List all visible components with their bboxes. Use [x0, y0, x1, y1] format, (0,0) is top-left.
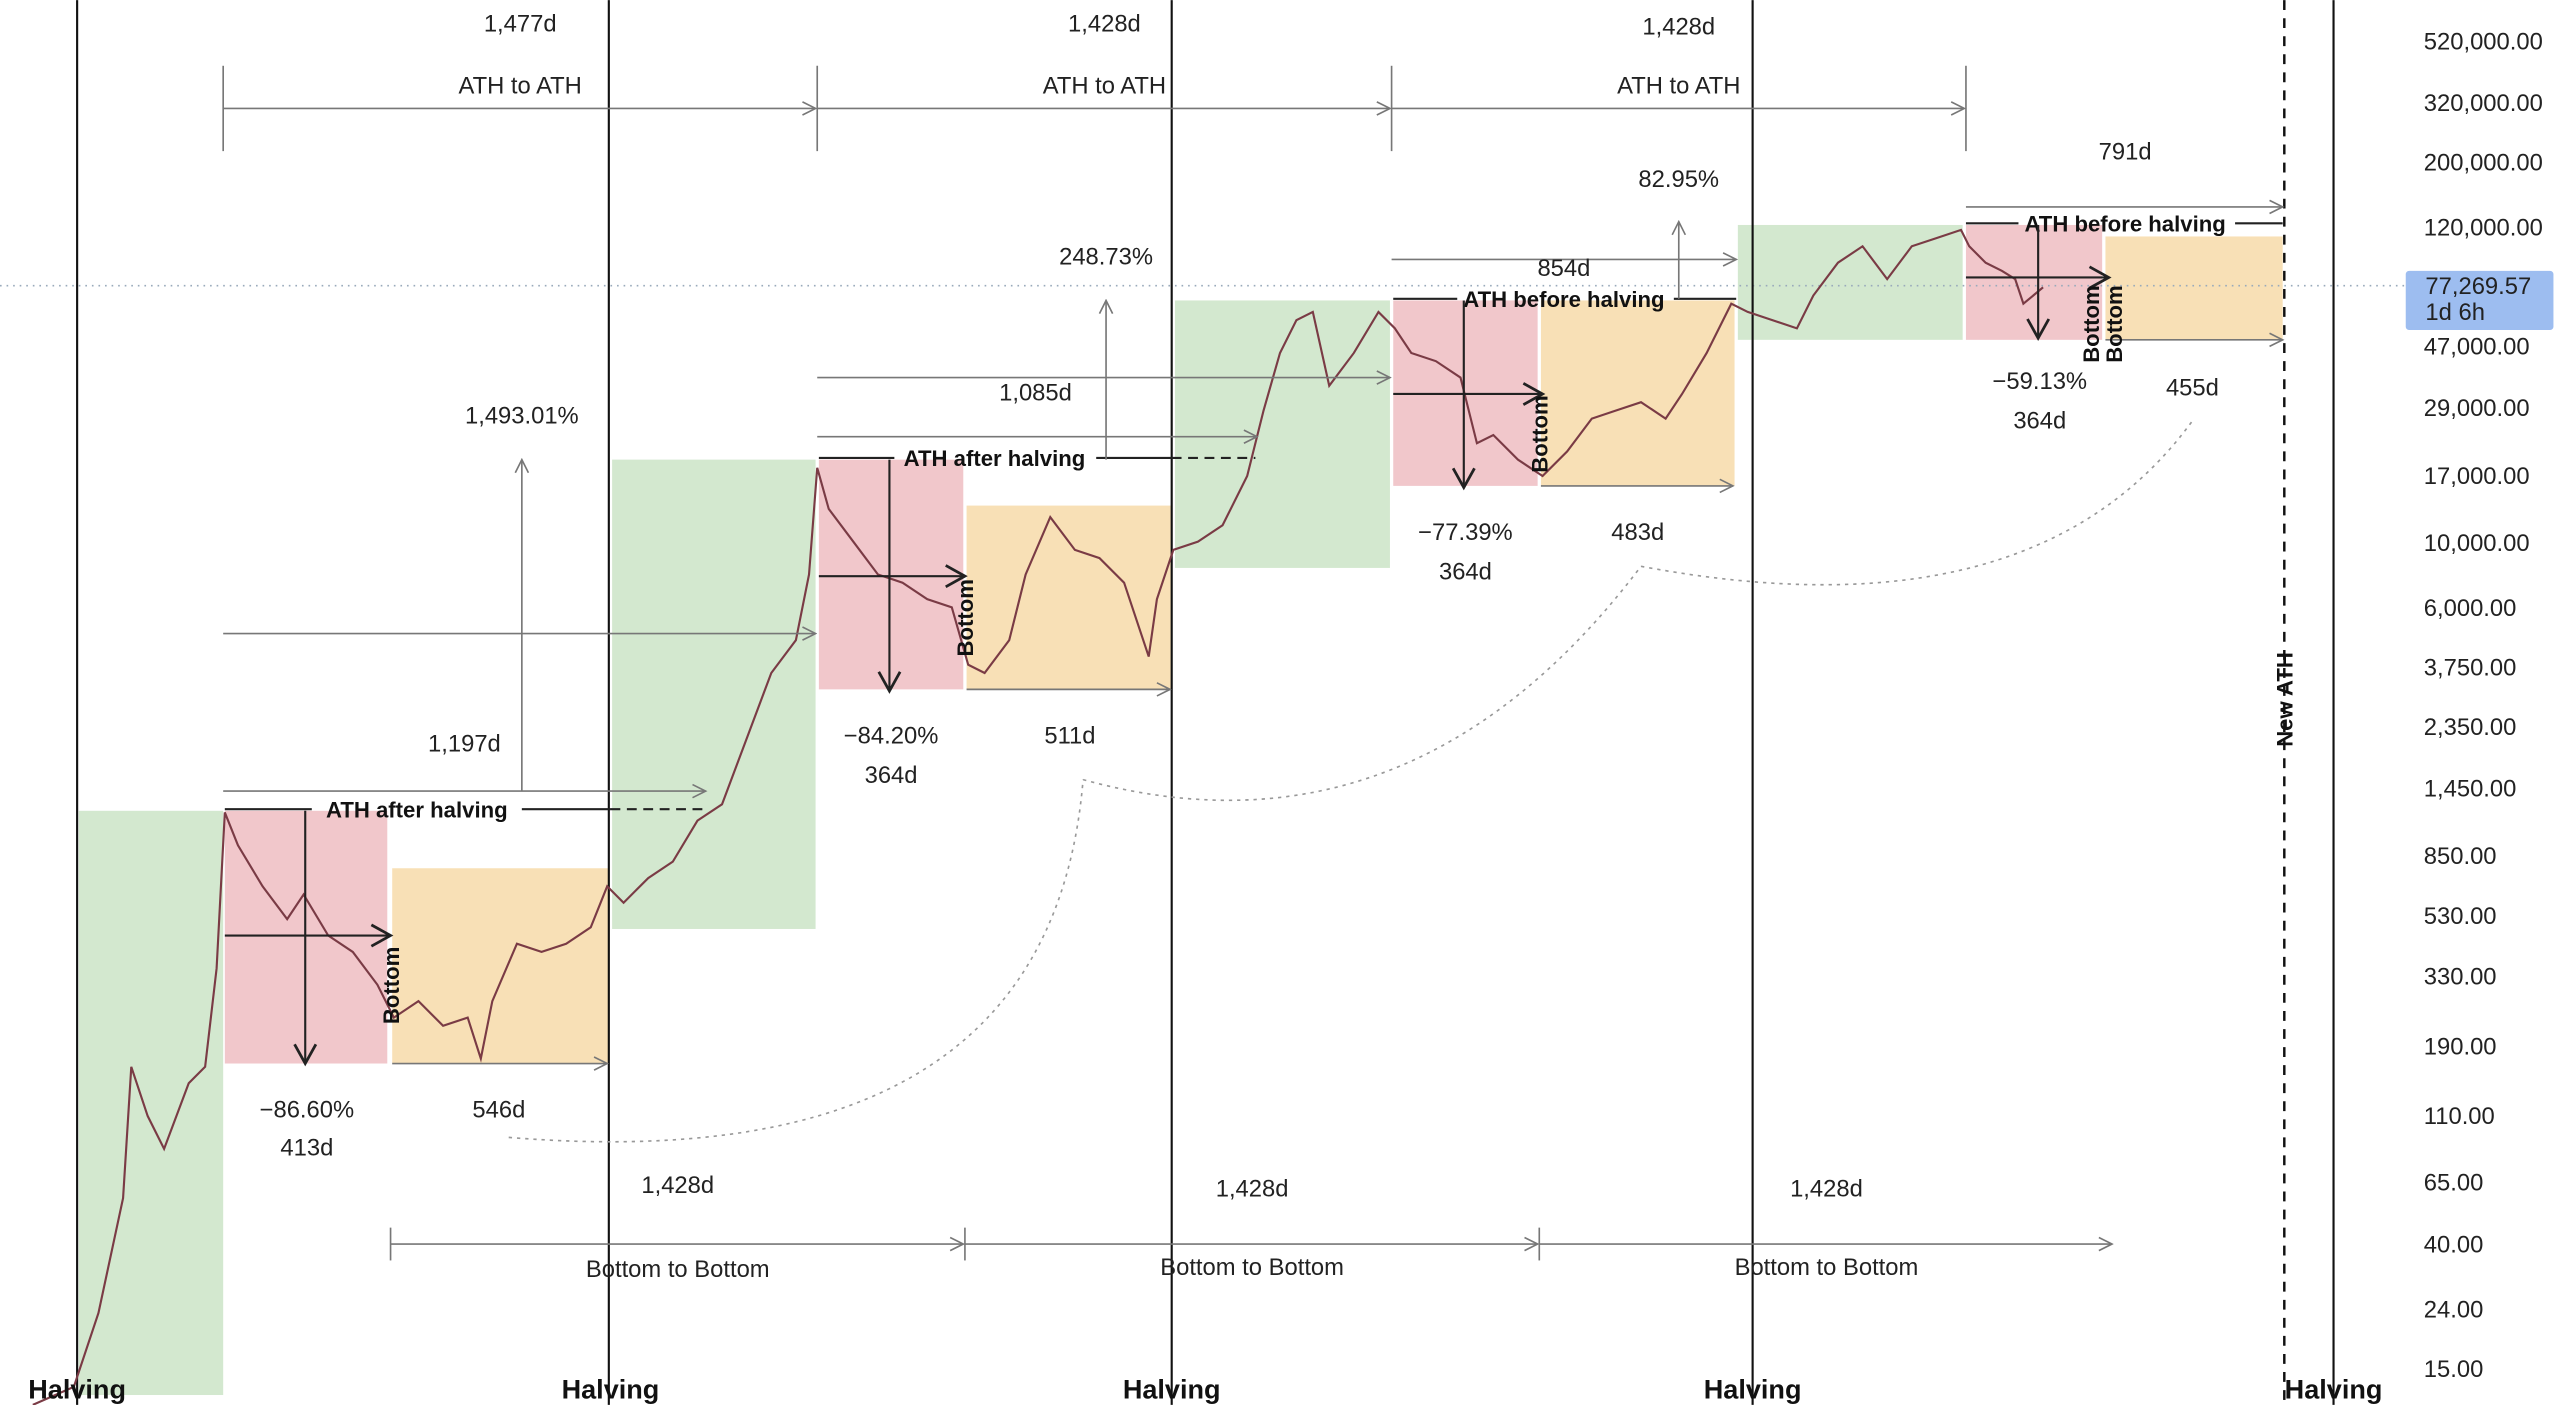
- cycle-zones: [78, 224, 2283, 1396]
- ath-days-3: 1,428d: [1642, 14, 1715, 41]
- svg-text:1,197d: 1,197d: [428, 731, 501, 758]
- y-tick-label: 40.00: [2424, 1231, 2484, 1258]
- current-price-badge: 77,269.57 1d 6h: [2405, 270, 2554, 330]
- svg-text:Halving: Halving: [1123, 1373, 1221, 1404]
- y-tick-label: 200,000.00: [2424, 150, 2543, 177]
- accumulation-zone-2: [966, 505, 1172, 690]
- y-tick-label: 110.00: [2424, 1103, 2495, 1130]
- accumulation-zone-1: [392, 868, 609, 1064]
- svg-text:511d: 511d: [1044, 723, 1095, 750]
- y-tick-label: 850.00: [2424, 843, 2497, 870]
- y-tick-label: 1,450.00: [2424, 775, 2517, 802]
- svg-text:Halving: Halving: [562, 1373, 660, 1404]
- svg-text:854d: 854d: [1537, 255, 1590, 282]
- accumulation-zone-3: [1540, 300, 1735, 486]
- svg-text:364d: 364d: [865, 762, 918, 789]
- svg-text:−84.20%: −84.20%: [844, 723, 939, 750]
- cycle-4-annotations: 791d ATH before halving Bottom Bottom −5…: [1965, 138, 2283, 434]
- y-tick-label: 47,000.00: [2424, 334, 2530, 361]
- svg-text:483d: 483d: [1611, 519, 1664, 546]
- svg-text:248.73%: 248.73%: [1059, 243, 1153, 270]
- ath-days-2: 1,428d: [1068, 10, 1141, 37]
- cycle-3-annotations: ATH before halving 854d 82.95% Bottom −7…: [1391, 166, 1737, 585]
- svg-text:364d: 364d: [1439, 558, 1492, 585]
- ath-label-2: ATH to ATH: [1043, 73, 1166, 100]
- svg-text:ATH before halving: ATH before halving: [1463, 287, 1664, 312]
- svg-text:Bottom: Bottom: [953, 579, 978, 656]
- halving-labels: Halving Halving Halving Halving Halving: [28, 1373, 2382, 1404]
- bottom-to-bottom-measures: 1,428d Bottom to Bottom 1,428d Bottom to…: [389, 1172, 2112, 1283]
- bear-zone-2: [818, 459, 964, 690]
- svg-text:ATH after halving: ATH after halving: [326, 797, 508, 822]
- ath-days-1: 1,477d: [484, 10, 557, 37]
- bull-zone-4: [1737, 224, 1963, 340]
- b2b-days-2: 1,428d: [1216, 1175, 1289, 1202]
- svg-text:791d: 791d: [2099, 138, 2152, 165]
- price-series: [32, 228, 2044, 1405]
- y-tick-label: 10,000.00: [2424, 530, 2530, 557]
- svg-text:Bottom: Bottom: [1527, 395, 1552, 472]
- ath-label-1: ATH to ATH: [459, 73, 582, 100]
- svg-text:Halving: Halving: [28, 1373, 126, 1404]
- y-tick-label: 190.00: [2424, 1034, 2497, 1061]
- cycle-2-annotations: ATH after halving 1,085d 248.73% Bottom …: [817, 243, 1390, 789]
- svg-text:82.95%: 82.95%: [1638, 166, 1719, 193]
- y-tick-label: 530.00: [2424, 903, 2497, 930]
- svg-text:1,085d: 1,085d: [999, 380, 1072, 407]
- accumulation-zone-4: [2105, 236, 2283, 340]
- svg-text:Halving: Halving: [2285, 1373, 2383, 1404]
- bar-countdown: 1d 6h: [2425, 299, 2485, 326]
- bull-zone-3: [1174, 300, 1390, 568]
- bull-zone-1: [78, 810, 224, 1396]
- y-tick-label: 2,350.00: [2424, 714, 2517, 741]
- svg-text:−86.60%: −86.60%: [260, 1097, 355, 1124]
- price-axis[interactable]: 520,000.00 320,000.00 200,000.00 120,000.00…: [2424, 28, 2543, 1383]
- projection-arcs: [508, 418, 2195, 1143]
- current-price: 77,269.57: [2425, 273, 2531, 300]
- svg-text:413d: 413d: [280, 1134, 333, 1161]
- svg-text:Bottom: Bottom: [379, 947, 404, 1024]
- svg-text:1,493.01%: 1,493.01%: [465, 403, 579, 430]
- y-tick-label: 520,000.00: [2424, 28, 2543, 55]
- ath-to-ath-measures: 1,477d ATH to ATH 1,428d ATH to ATH 1,42…: [222, 10, 1967, 152]
- b2b-days-1: 1,428d: [641, 1172, 714, 1199]
- halving-lines: [76, 0, 2335, 1405]
- svg-text:Halving: Halving: [1704, 1373, 1802, 1404]
- y-tick-label: 120,000.00: [2424, 215, 2543, 242]
- y-tick-label: 29,000.00: [2424, 395, 2530, 422]
- y-tick-label: 320,000.00: [2424, 90, 2543, 117]
- svg-text:364d: 364d: [2013, 407, 2066, 434]
- cycle-1-annotations: ATH after halving 1,197d 1,493.01% Botto…: [223, 403, 815, 1161]
- y-tick-label: 330.00: [2424, 963, 2497, 990]
- ath-label-3: ATH to ATH: [1617, 73, 1740, 100]
- svg-text:−59.13%: −59.13%: [1993, 368, 2088, 395]
- svg-text:546d: 546d: [472, 1097, 525, 1124]
- b2b-label-3: Bottom to Bottom: [1735, 1254, 1919, 1281]
- y-tick-label: 24.00: [2424, 1296, 2484, 1323]
- b2b-label-1: Bottom to Bottom: [586, 1256, 770, 1283]
- y-tick-label: 3,750.00: [2424, 655, 2517, 682]
- svg-text:Bottom: Bottom: [2102, 285, 2127, 362]
- y-tick-label: 15.00: [2424, 1356, 2484, 1383]
- b2b-label-2: Bottom to Bottom: [1160, 1254, 1344, 1281]
- new-ath-label: New ATH: [2273, 652, 2298, 747]
- bull-zone-2: [612, 459, 816, 929]
- svg-text:−77.39%: −77.39%: [1418, 519, 1513, 546]
- svg-text:ATH before halving: ATH before halving: [2024, 212, 2225, 237]
- svg-text:Bottom: Bottom: [2079, 285, 2104, 362]
- svg-text:ATH after halving: ATH after halving: [904, 446, 1086, 471]
- b2b-days-3: 1,428d: [1790, 1175, 1863, 1202]
- svg-text:455d: 455d: [2166, 375, 2219, 402]
- y-tick-label: 17,000.00: [2424, 463, 2530, 490]
- y-tick-label: 65.00: [2424, 1170, 2484, 1197]
- y-tick-label: 6,000.00: [2424, 595, 2517, 622]
